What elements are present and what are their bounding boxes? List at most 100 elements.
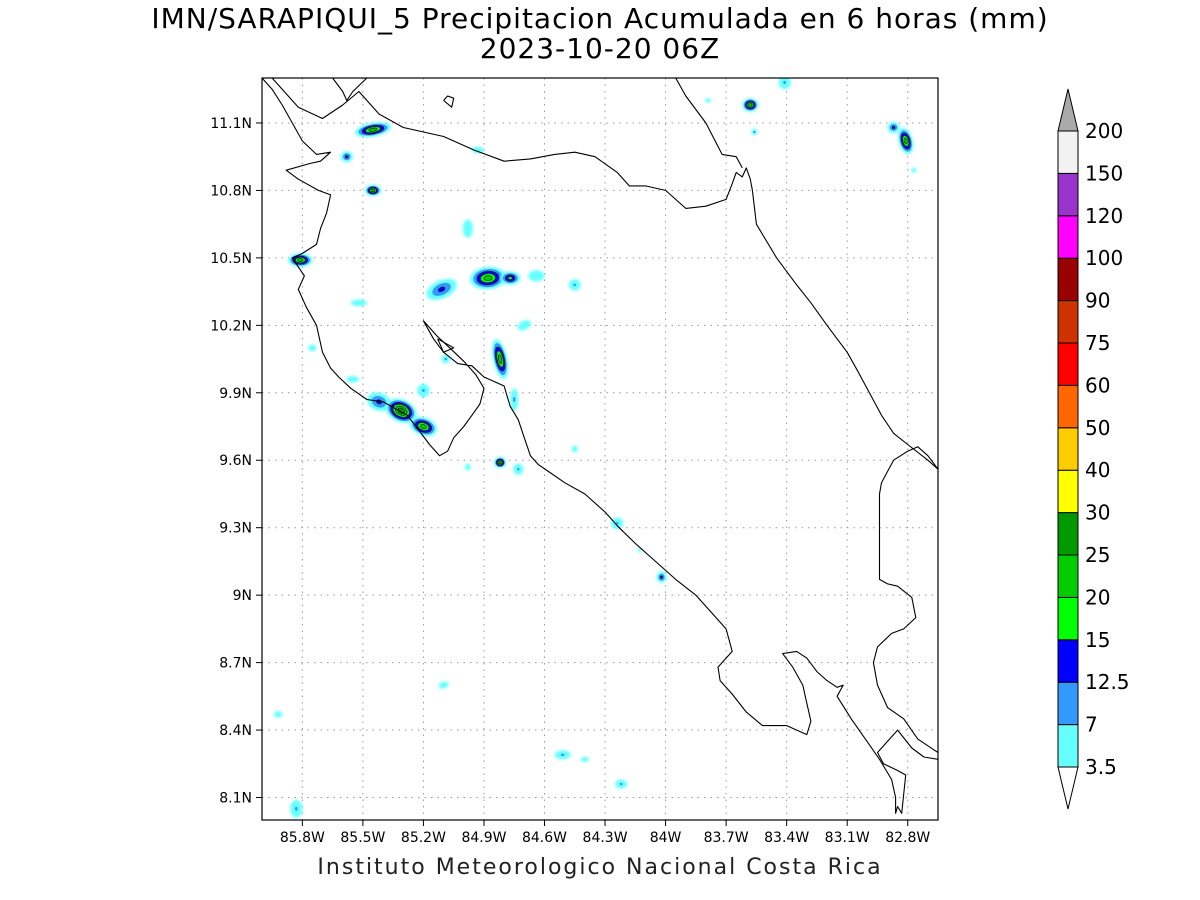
precip-cell (704, 98, 711, 103)
lat-tick-label: 10.2N (210, 318, 252, 334)
precip-cell (364, 184, 382, 197)
precip-contour (369, 187, 377, 194)
precip-contour (900, 132, 911, 150)
legend-level-label: 20 (1085, 585, 1110, 609)
precip-cell (308, 344, 317, 352)
precip-contour (513, 463, 524, 475)
legend-level-label: 7 (1085, 713, 1098, 737)
latitude-axis: 8.1N 8.4N 8.7N 9N 9.3N 9.6N 9.9N 10.2N 10.5N 10.8… (210, 116, 262, 807)
precip-cell (350, 299, 367, 307)
precip-contour (637, 547, 642, 553)
coastline (332, 78, 368, 102)
legend-level-label: 30 (1085, 501, 1110, 525)
precip-contour (560, 753, 565, 756)
precip-cell (898, 127, 914, 155)
precip-contour (510, 388, 519, 411)
precip-cell (517, 320, 531, 331)
coastline (437, 338, 455, 353)
precip-contour (505, 274, 516, 282)
precip-cell (500, 271, 521, 285)
precip-contour (498, 460, 502, 465)
precip-contour (507, 276, 513, 280)
lat-tick-label: 10.5N (210, 251, 252, 267)
precip-contour (513, 397, 516, 403)
precip-contour (748, 103, 753, 107)
lat-tick-label: 8.7N (219, 656, 252, 672)
precip-contour (388, 400, 415, 422)
precip-cell (742, 98, 759, 112)
precipitation-field (274, 78, 917, 818)
precip-cell (464, 463, 471, 471)
precip-contour (704, 98, 711, 103)
precip-contour (367, 392, 391, 412)
legend-swatch (1057, 554, 1079, 598)
precip-contour (753, 130, 756, 134)
precip-contour (464, 463, 471, 471)
precip-contour (471, 146, 484, 154)
precip-cell (385, 398, 417, 424)
precip-contour (294, 806, 298, 811)
lat-tick-label: 8.1N (219, 791, 252, 807)
precip-cell (580, 756, 589, 762)
precip-contour (441, 354, 450, 364)
precip-contour (742, 98, 759, 112)
precip-contour (340, 151, 353, 163)
precip-contour (497, 354, 503, 364)
precip-contour (568, 279, 581, 291)
precip-contour (397, 407, 405, 414)
map-datetime: 2023-10-20 06Z (479, 32, 721, 65)
precip-cell (355, 122, 391, 138)
precip-contour (358, 123, 388, 136)
precip-cell (492, 339, 509, 379)
precip-contour (571, 445, 578, 453)
precip-contour (887, 121, 900, 134)
legend-swatch (1057, 639, 1079, 683)
precip-contour (343, 153, 351, 161)
precip-contour (492, 339, 509, 379)
precip-cell (469, 266, 507, 290)
precip-contour (615, 779, 628, 789)
precip-contour (432, 282, 451, 296)
precip-contour (364, 184, 382, 197)
legend-level-label: 40 (1085, 458, 1110, 482)
precip-contour (290, 799, 303, 818)
coastline (271, 78, 938, 470)
precip-contour (444, 357, 447, 361)
precip-cell (637, 547, 642, 553)
legend-level-label: 200 (1085, 119, 1123, 143)
precip-cell (288, 253, 313, 267)
precip-contour (390, 401, 413, 420)
lon-tick-label: 83.7W (704, 830, 749, 846)
precip-contour (743, 99, 757, 111)
precip-cell (571, 445, 578, 453)
precip-cell (751, 128, 758, 136)
precip-contour (580, 756, 589, 762)
precip-cell (409, 416, 438, 437)
legend-under-arrow (1057, 766, 1079, 810)
precip-contour (288, 253, 313, 267)
precip-cell (274, 710, 283, 718)
precip-contour (420, 424, 427, 430)
precip-contour (385, 398, 417, 424)
map-plot-area (262, 78, 938, 820)
lon-tick-label: 84W (650, 830, 682, 846)
map-title: IMN/SARAPIQUI_5 Precipitacion Acumulada … (151, 2, 1049, 35)
precip-cell (346, 375, 359, 383)
precip-contour (376, 399, 382, 405)
legend-swatch (1057, 512, 1079, 556)
precip-contour (345, 155, 349, 159)
precip-contour (495, 457, 505, 468)
precip-contour (494, 456, 507, 469)
legend-level-label: 120 (1085, 204, 1123, 228)
precip-cell (554, 750, 571, 760)
precip-contour (290, 254, 311, 266)
precip-contour (658, 573, 665, 581)
precip-contour (745, 100, 756, 110)
precip-contour (297, 258, 304, 262)
precip-contour (438, 681, 449, 689)
precip-contour (500, 271, 521, 285)
color-legend: 3.5 7 12.5 15 20 25 30 40 50 60 75 90 100 120 150 200 (1057, 88, 1130, 810)
legend-level-label: 50 (1085, 416, 1110, 440)
precip-contour (417, 383, 430, 398)
precip-contour (365, 126, 381, 134)
